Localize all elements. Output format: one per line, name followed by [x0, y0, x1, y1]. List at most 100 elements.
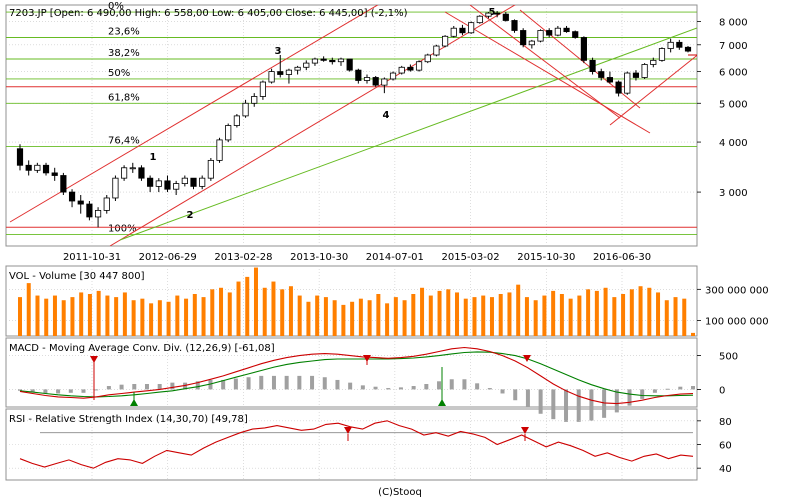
volume-bar: [542, 295, 547, 336]
candle-body: [164, 180, 171, 190]
candle-body: [546, 30, 553, 36]
volume-bar: [61, 300, 66, 336]
candle-body: [424, 54, 431, 63]
volume-bar: [489, 297, 494, 336]
macd-histogram-bar: [525, 389, 530, 407]
volume-bar: [411, 294, 416, 336]
candle-body: [520, 30, 527, 46]
candle-body: [16, 148, 24, 166]
buy-signal-marker: [438, 399, 446, 406]
macd-histogram-bar: [221, 379, 226, 390]
volume-bar: [227, 292, 232, 336]
volume-bar: [236, 281, 241, 336]
candle-body: [337, 58, 345, 63]
candle-body: [450, 27, 457, 37]
fib-level-label: 76,4%: [108, 135, 140, 146]
volume-bar: [332, 300, 337, 336]
wave-label: 4: [383, 110, 390, 121]
candle-body: [476, 15, 483, 24]
volume-bar: [559, 294, 564, 336]
fib-level-label: 0%: [108, 1, 124, 12]
macd-histogram-bar: [424, 384, 429, 390]
candle-body: [502, 13, 509, 21]
candle-body: [494, 12, 501, 15]
macd-histogram-bar: [360, 385, 365, 390]
x-tick-label: 2013-10-30: [290, 252, 348, 263]
volume-bar: [551, 290, 556, 336]
candle-body: [398, 66, 405, 74]
volume-y-tick: 300 000 000: [705, 285, 769, 296]
macd-histogram-bar: [144, 384, 149, 390]
volume-bar: [664, 300, 669, 336]
macd-histogram-bar: [691, 386, 695, 390]
price-y-tick: 4 000: [719, 138, 748, 149]
price-y-tick: 8 000: [719, 18, 748, 29]
macd-histogram-bar: [195, 381, 200, 390]
macd-histogram-bar: [589, 389, 594, 421]
volume-bar: [428, 295, 433, 336]
volume-bar: [280, 289, 285, 336]
candle-body: [121, 167, 128, 179]
volume-bar: [87, 294, 92, 336]
down-channel-upper-2: [469, 5, 621, 119]
candle-body: [181, 177, 188, 184]
volume-bar: [262, 287, 267, 336]
candle-body: [155, 180, 162, 187]
volume-bar: [253, 267, 258, 336]
candle-body: [511, 20, 518, 31]
volume-bar: [79, 292, 84, 336]
macd-histogram-bar: [132, 384, 137, 390]
volume-bar: [437, 290, 442, 336]
sell-signal-marker: [523, 355, 531, 362]
candle-body: [207, 159, 214, 179]
volume-bar: [358, 298, 363, 336]
candle-body: [77, 200, 84, 205]
macd-histogram-bar: [538, 389, 543, 414]
rsi-header: RSI - Relative Strength Index (14,30,70)…: [9, 414, 248, 425]
volume-bar: [393, 297, 398, 336]
volume-bar: [306, 301, 311, 336]
candle-body: [68, 191, 76, 202]
candle-body: [86, 203, 93, 218]
x-tick-label: 2014-07-01: [366, 252, 424, 263]
candle-body: [537, 30, 544, 42]
volume-bar: [656, 292, 661, 336]
macd-signal-line: [19, 351, 694, 398]
volume-bar: [455, 292, 460, 336]
candle-body: [667, 41, 674, 49]
candle-body: [459, 27, 466, 34]
macd-histogram-bar: [43, 389, 48, 394]
volume-bar: [385, 303, 390, 336]
candle-body: [572, 31, 579, 38]
candle-body: [624, 72, 631, 94]
fib-level-label: 50%: [108, 68, 130, 79]
macd-histogram-bar: [411, 386, 416, 390]
candle-body: [225, 125, 232, 141]
volume-bar: [122, 292, 127, 336]
volume-bar: [52, 295, 57, 336]
volume-bar: [105, 295, 110, 336]
volume-bar: [96, 290, 101, 336]
volume-bar: [201, 297, 206, 336]
volume-bar: [367, 300, 372, 336]
wave-label: 3: [275, 46, 282, 57]
macd-histogram-bar: [462, 379, 467, 390]
volume-bar: [18, 297, 22, 336]
candle-body: [277, 71, 284, 75]
macd-histogram-bar: [246, 377, 251, 390]
candle-body: [346, 58, 353, 71]
volume-bar: [647, 287, 652, 336]
macd-histogram-bar: [475, 383, 480, 390]
candle-body: [199, 177, 206, 187]
macd-header: MACD - Moving Average Conv. Div. (12,26,…: [9, 343, 275, 354]
volume-bar: [498, 294, 503, 336]
x-tick-label: 2015-03-02: [442, 252, 500, 263]
down-channel-upper: [444, 11, 651, 134]
macd-line: [19, 346, 694, 405]
macd-histogram-bar: [576, 389, 581, 422]
rsi-line: [19, 420, 694, 469]
volume-bar: [149, 303, 154, 336]
volume-bar: [315, 295, 320, 336]
